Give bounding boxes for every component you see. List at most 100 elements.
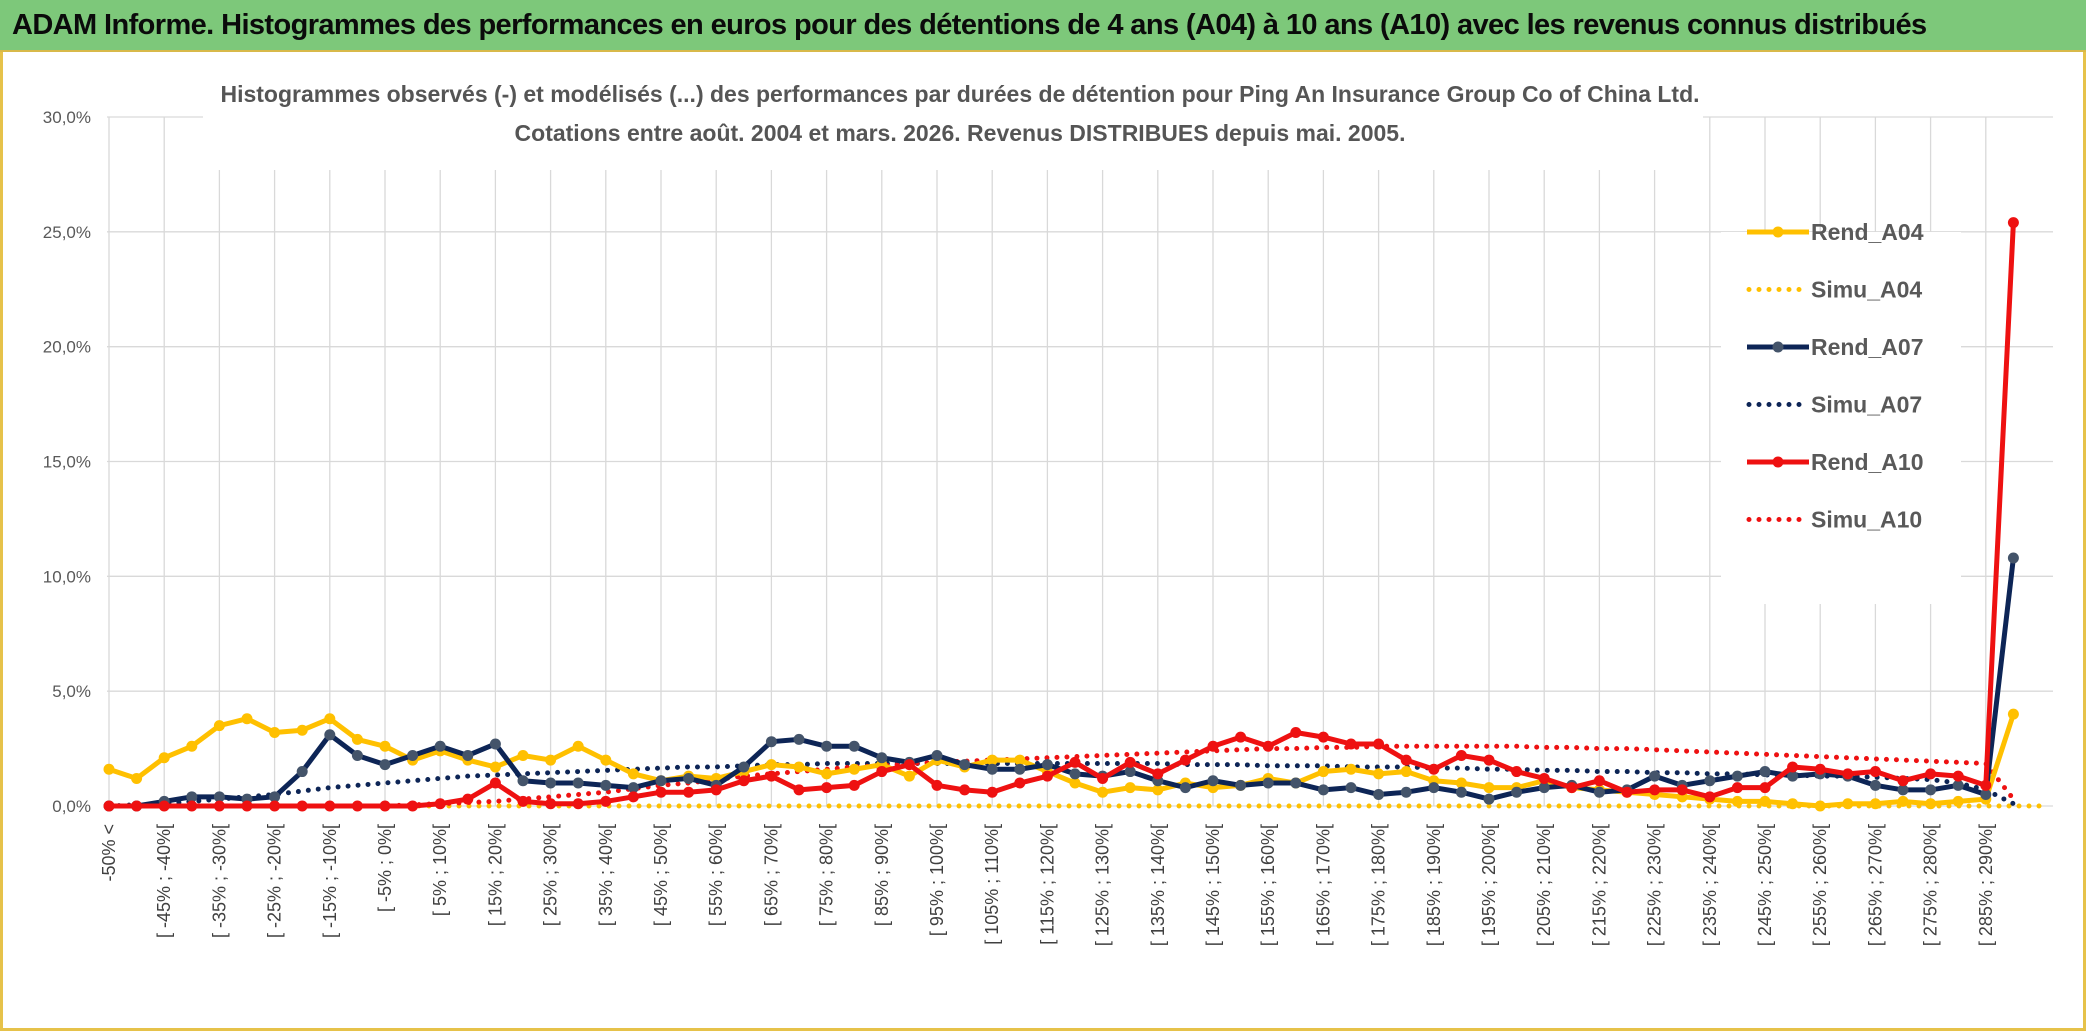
data-point	[489, 738, 501, 750]
data-point	[1152, 784, 1164, 796]
data-point	[296, 800, 308, 812]
report-title: ADAM Informe. Histogrammes des performan…	[12, 9, 1927, 41]
data-point	[1649, 784, 1661, 796]
data-point	[351, 800, 363, 812]
legend-item: Rend_A04	[1747, 219, 1924, 245]
data-point	[1373, 789, 1385, 801]
data-point	[627, 768, 639, 780]
data-point	[1538, 772, 1550, 784]
data-point	[241, 713, 253, 725]
data-point	[1235, 731, 1247, 743]
data-point	[931, 779, 943, 791]
data-point	[1400, 766, 1412, 778]
data-point	[1041, 770, 1053, 782]
data-point	[600, 795, 612, 807]
data-point	[1759, 782, 1771, 794]
data-point	[1069, 777, 1081, 789]
data-point	[1207, 740, 1219, 752]
data-point	[351, 733, 363, 745]
legend-item: Rend_A07	[1747, 334, 1923, 360]
data-point	[545, 798, 557, 810]
chart-title-background	[203, 74, 1703, 170]
data-point	[1759, 795, 1771, 807]
x-tick-label: [ 125% ; 130%[	[1093, 824, 1113, 946]
chart-title: Histogrammes observés (-) et modélisés (…	[220, 81, 1699, 107]
data-point	[1400, 754, 1412, 766]
series-Rend_A04	[103, 708, 2019, 812]
data-point	[2007, 552, 2019, 564]
chart-series	[103, 217, 2044, 812]
legend-item: Simu_A04	[1746, 277, 1922, 303]
x-tick-label: [ -25% ; -20%[	[265, 824, 285, 938]
legend-label: Rend_A04	[1811, 219, 1924, 245]
data-point	[1428, 782, 1440, 794]
series-line-Rend_A04	[108, 713, 2016, 809]
data-point	[1483, 782, 1495, 794]
data-point	[379, 740, 391, 752]
legend-marker	[1772, 341, 1784, 353]
data-point	[1925, 798, 1937, 810]
data-point	[517, 775, 529, 787]
data-point	[1980, 779, 1992, 791]
y-tick-label: 10,0%	[43, 567, 91, 586]
data-point	[1014, 763, 1026, 775]
data-point	[986, 754, 998, 766]
x-tick-label: [ 275% ; 280%[	[1921, 824, 1941, 946]
x-tick-label: [ 85% ; 90%[	[872, 824, 892, 926]
data-point	[765, 736, 777, 748]
x-tick-label: [ 25% ; 30%[	[541, 824, 561, 926]
data-point	[986, 763, 998, 775]
x-tick-label: [ 245% ; 250%[	[1755, 824, 1775, 946]
data-point	[1952, 770, 1964, 782]
data-point	[1345, 782, 1357, 794]
x-tick-label: [ 195% ; 200%[	[1479, 824, 1499, 946]
x-tick-label: -50% <	[99, 824, 119, 882]
data-point	[1621, 786, 1633, 798]
data-point	[1842, 798, 1854, 810]
data-point	[351, 749, 363, 761]
data-point	[241, 800, 253, 812]
data-point	[1345, 763, 1357, 775]
data-point	[434, 798, 446, 810]
data-point	[1345, 738, 1357, 750]
data-point	[1069, 756, 1081, 768]
data-point	[1014, 754, 1026, 766]
data-point	[186, 740, 198, 752]
data-point	[1593, 775, 1605, 787]
data-point	[1207, 775, 1219, 787]
data-point	[1069, 768, 1081, 780]
legend-label: Rend_A10	[1811, 449, 1923, 475]
data-point	[1317, 731, 1329, 743]
series-Rend_A10	[103, 217, 2019, 812]
data-point	[296, 724, 308, 736]
data-point	[848, 779, 860, 791]
x-tick-label: [ -5% ; 0%[	[375, 824, 395, 912]
data-point	[738, 761, 750, 773]
data-point	[1897, 775, 1909, 787]
series-line-Simu_A07	[106, 761, 2016, 809]
data-point	[407, 749, 419, 761]
x-tick-label: [ 55% ; 60%[	[706, 824, 726, 926]
x-tick-label: [ 75% ; 80%[	[817, 824, 837, 926]
data-point	[959, 759, 971, 771]
data-point	[1262, 740, 1274, 752]
data-point	[1814, 763, 1826, 775]
data-point	[517, 749, 529, 761]
data-point	[655, 775, 667, 787]
data-point	[1980, 789, 1992, 801]
data-point	[572, 777, 584, 789]
data-point	[1097, 786, 1109, 798]
x-tick-label: [ 255% ; 260%[	[1810, 824, 1830, 946]
y-tick-label: 15,0%	[43, 453, 91, 472]
data-point	[324, 713, 336, 725]
data-point	[1041, 759, 1053, 771]
histogram-chart: 0,0% 5,0% 10,0% 15,0% 20,0% 25,0% 30,0% -50% <…	[43, 74, 2053, 946]
data-point	[158, 752, 170, 764]
data-point	[2007, 708, 2019, 720]
data-point	[379, 759, 391, 771]
legend-marker	[1772, 226, 1784, 238]
data-point	[1124, 756, 1136, 768]
x-tick-label: [ 175% ; 180%[	[1369, 824, 1389, 946]
x-tick-label: [ 265% ; 270%[	[1865, 824, 1885, 946]
data-point	[1152, 768, 1164, 780]
